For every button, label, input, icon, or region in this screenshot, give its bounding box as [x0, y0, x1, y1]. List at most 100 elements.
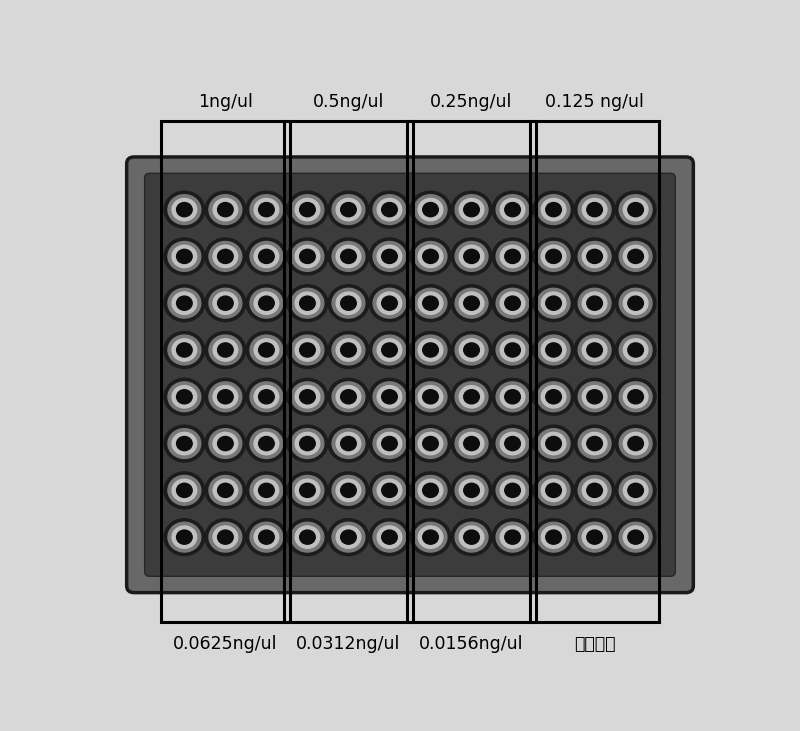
- Circle shape: [258, 530, 274, 544]
- Circle shape: [628, 483, 643, 497]
- Circle shape: [587, 296, 602, 310]
- Circle shape: [336, 338, 361, 361]
- Circle shape: [164, 472, 205, 509]
- Circle shape: [369, 379, 410, 415]
- Circle shape: [328, 192, 369, 228]
- Circle shape: [295, 198, 320, 221]
- Text: 0.0156ng/ul: 0.0156ng/ul: [419, 635, 524, 653]
- Circle shape: [505, 202, 520, 216]
- Circle shape: [414, 522, 447, 552]
- Circle shape: [300, 296, 315, 310]
- Circle shape: [582, 385, 607, 408]
- Circle shape: [328, 238, 369, 275]
- Circle shape: [537, 288, 570, 318]
- Circle shape: [459, 432, 484, 455]
- Circle shape: [287, 332, 328, 368]
- Circle shape: [254, 385, 278, 408]
- Circle shape: [213, 432, 238, 455]
- Circle shape: [218, 390, 233, 404]
- Circle shape: [615, 379, 656, 415]
- Circle shape: [209, 288, 242, 318]
- Circle shape: [615, 192, 656, 228]
- Circle shape: [628, 390, 643, 404]
- Circle shape: [464, 249, 479, 263]
- Circle shape: [250, 288, 283, 318]
- Circle shape: [328, 285, 369, 322]
- Circle shape: [205, 379, 246, 415]
- Circle shape: [336, 526, 361, 548]
- Circle shape: [418, 292, 443, 314]
- Circle shape: [172, 292, 197, 314]
- Circle shape: [574, 332, 615, 368]
- Circle shape: [455, 194, 488, 224]
- Circle shape: [500, 198, 525, 221]
- Circle shape: [177, 249, 192, 263]
- Circle shape: [418, 526, 443, 548]
- Circle shape: [492, 192, 533, 228]
- Circle shape: [628, 530, 643, 544]
- Circle shape: [218, 483, 233, 497]
- Circle shape: [628, 249, 643, 263]
- Circle shape: [422, 390, 438, 404]
- Circle shape: [422, 483, 438, 497]
- Circle shape: [382, 296, 398, 310]
- Circle shape: [177, 296, 192, 310]
- Circle shape: [542, 385, 566, 408]
- Circle shape: [615, 472, 656, 509]
- Circle shape: [542, 292, 566, 314]
- Circle shape: [422, 296, 438, 310]
- Circle shape: [464, 390, 479, 404]
- Circle shape: [505, 343, 520, 357]
- Circle shape: [414, 335, 447, 365]
- Circle shape: [422, 530, 438, 544]
- Circle shape: [168, 475, 201, 505]
- Circle shape: [546, 483, 562, 497]
- Circle shape: [587, 436, 602, 450]
- Circle shape: [341, 390, 356, 404]
- Circle shape: [328, 472, 369, 509]
- Circle shape: [455, 428, 488, 458]
- Bar: [161, 121, 290, 623]
- Circle shape: [546, 296, 562, 310]
- Circle shape: [587, 530, 602, 544]
- Circle shape: [619, 475, 652, 505]
- Circle shape: [582, 480, 607, 501]
- Circle shape: [537, 522, 570, 552]
- Circle shape: [258, 202, 274, 216]
- Circle shape: [172, 526, 197, 548]
- Circle shape: [451, 472, 492, 509]
- Circle shape: [496, 522, 529, 552]
- Circle shape: [455, 335, 488, 365]
- Circle shape: [623, 432, 648, 455]
- Circle shape: [382, 249, 398, 263]
- Circle shape: [168, 522, 201, 552]
- Circle shape: [418, 385, 443, 408]
- Text: 0.0312ng/ul: 0.0312ng/ul: [296, 635, 401, 653]
- Circle shape: [336, 432, 361, 455]
- Circle shape: [578, 241, 611, 271]
- Circle shape: [168, 428, 201, 458]
- Circle shape: [177, 530, 192, 544]
- Circle shape: [414, 428, 447, 458]
- Circle shape: [336, 292, 361, 314]
- Circle shape: [218, 530, 233, 544]
- Circle shape: [168, 241, 201, 271]
- Circle shape: [258, 483, 274, 497]
- Circle shape: [455, 522, 488, 552]
- Circle shape: [418, 338, 443, 361]
- Circle shape: [578, 475, 611, 505]
- Circle shape: [451, 332, 492, 368]
- Circle shape: [418, 432, 443, 455]
- Circle shape: [246, 332, 286, 368]
- Circle shape: [168, 194, 201, 224]
- Circle shape: [464, 343, 479, 357]
- FancyBboxPatch shape: [145, 173, 675, 576]
- Circle shape: [451, 192, 492, 228]
- FancyBboxPatch shape: [126, 157, 694, 593]
- Circle shape: [295, 432, 320, 455]
- Circle shape: [258, 390, 274, 404]
- Circle shape: [459, 338, 484, 361]
- Circle shape: [459, 385, 484, 408]
- Circle shape: [418, 245, 443, 268]
- Circle shape: [218, 436, 233, 450]
